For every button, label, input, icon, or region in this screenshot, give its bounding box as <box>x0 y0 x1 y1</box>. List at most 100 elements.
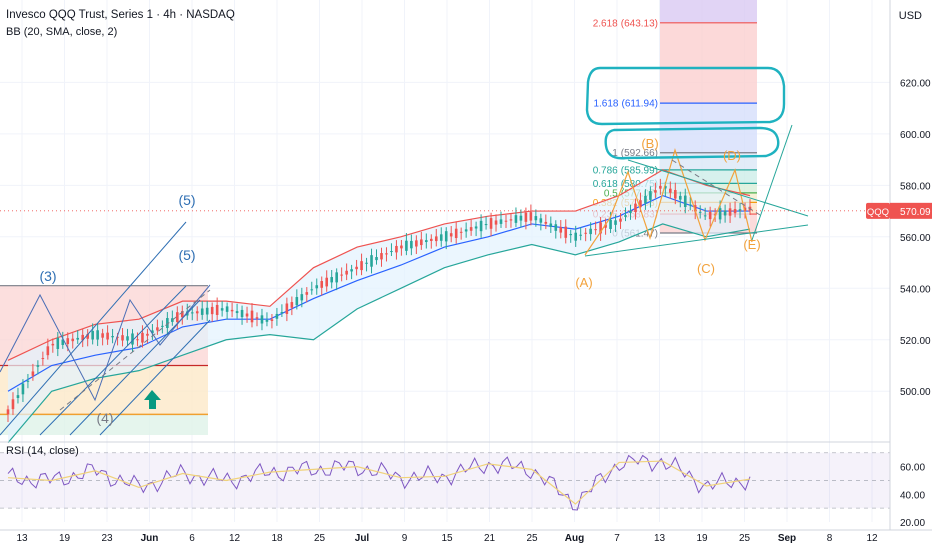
candle-body <box>121 335 124 341</box>
candle-body <box>360 261 363 271</box>
chart-title[interactable]: Invesco QQQ Trust, Series 1 · 4h · NASDA… <box>6 9 235 21</box>
candle-body <box>624 215 627 217</box>
wave-label-orange: (A) <box>575 275 592 290</box>
time-tick-label: Jul <box>355 533 370 544</box>
currency-label[interactable]: USD <box>898 10 922 22</box>
candle-body <box>619 218 622 222</box>
time-tick-label: 6 <box>189 533 195 544</box>
candle-body <box>200 308 204 315</box>
candle-body <box>609 219 612 229</box>
fib-ratio: 1.618 <box>593 99 618 110</box>
candle-body <box>195 311 199 314</box>
candle-body <box>459 231 463 233</box>
rsi-indicator-label[interactable]: RSI (14, close) <box>6 445 79 457</box>
symbol-badge <box>866 202 890 219</box>
candle-body <box>539 218 543 223</box>
candle-body <box>146 333 149 336</box>
cyan-annotation-lower <box>604 126 780 160</box>
fib-value: (592.66) <box>621 148 658 159</box>
rsi-tick-label: 40.00 <box>900 490 925 501</box>
candle-body <box>290 302 294 308</box>
candle-body <box>390 251 393 253</box>
candle-body <box>31 371 35 376</box>
time-tick-label: 13 <box>16 533 28 544</box>
time-tick-label: 25 <box>526 533 538 544</box>
candle-body <box>71 338 75 342</box>
candle-body <box>594 229 597 231</box>
candle-body <box>439 234 443 241</box>
time-tick-label: Aug <box>565 533 584 544</box>
candle-body <box>484 224 488 226</box>
fib-value: (611.94) <box>621 99 658 110</box>
candle-body <box>76 337 80 340</box>
channel-line <box>0 221 187 436</box>
candle-body <box>519 215 523 221</box>
candle-body <box>180 311 184 318</box>
candle-body <box>330 277 333 283</box>
time-tick-label: 13 <box>654 533 666 544</box>
candle-body <box>434 236 438 242</box>
fib-level-label: 2.618 (643.13) <box>593 18 658 29</box>
candle-body <box>639 200 642 208</box>
wave-label-blue: (3) <box>39 268 56 284</box>
candle-body <box>743 207 747 212</box>
candle-body <box>420 239 423 246</box>
candle-body <box>161 325 164 327</box>
band-fill <box>8 169 750 443</box>
fib-level-label: 1 (592.66) <box>612 148 658 159</box>
candle-body <box>554 224 558 231</box>
candle-body <box>664 185 667 189</box>
candle-body <box>723 210 727 216</box>
candle-body <box>21 383 25 395</box>
candle-body <box>654 190 657 193</box>
candle-body <box>559 227 563 233</box>
candle-body <box>320 281 324 288</box>
candle-body <box>46 346 50 356</box>
candle-body <box>659 185 662 189</box>
channel-line <box>39 285 187 436</box>
candle-body <box>574 232 578 241</box>
wave-label-green: (4) <box>96 410 113 426</box>
candle-body <box>26 380 30 382</box>
fib-ratio: 0.5 <box>604 188 618 199</box>
candle-body <box>544 221 548 224</box>
fib-ratio: 0.786 <box>593 165 618 176</box>
price-tick-label: 560.00 <box>900 233 931 244</box>
time-tick-label: 15 <box>441 533 453 544</box>
candle-body <box>126 336 129 341</box>
candle-body <box>678 195 682 200</box>
candle-body <box>395 245 398 253</box>
fib-ratio: 1 <box>612 148 618 159</box>
candle-body <box>405 240 408 251</box>
candle-body <box>589 228 592 235</box>
time-tick-label: 25 <box>314 533 326 544</box>
drawings[interactable]: (3) (5) (5) (4) (A) (B) (C) (D) (E) <box>0 66 890 436</box>
candle-body <box>66 338 70 345</box>
candle-body <box>669 188 672 193</box>
wave-label-orange: (E) <box>743 237 760 252</box>
time-tick-label: 18 <box>271 533 283 544</box>
candle-body <box>733 209 737 214</box>
candle-body <box>649 191 652 200</box>
candle-body <box>703 215 707 217</box>
candle-body <box>474 226 478 229</box>
candle-body <box>265 319 269 322</box>
candle-body <box>280 312 284 314</box>
price-tick-label: 580.00 <box>900 181 931 192</box>
candle-body <box>375 257 378 261</box>
candle-body <box>260 315 264 324</box>
candle-body <box>534 216 538 221</box>
candle-body <box>81 334 84 341</box>
wave-path <box>0 284 211 402</box>
candle-body <box>16 395 20 398</box>
candle-body <box>250 310 254 323</box>
candle-body <box>718 208 722 220</box>
candle-body <box>429 238 433 241</box>
candle-body <box>469 227 473 231</box>
bb-indicator-label[interactable]: BB (20, SMA, close, 2) <box>6 26 118 38</box>
candle-body <box>310 289 314 291</box>
symbol-badge-text: QQQ <box>867 207 889 218</box>
fib-level-label: 1.618 (611.94) <box>593 99 658 110</box>
